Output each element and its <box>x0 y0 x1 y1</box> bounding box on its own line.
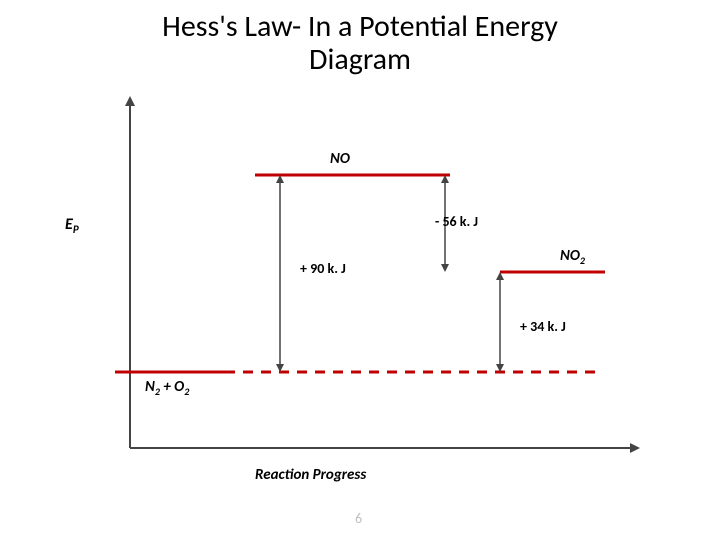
energy-diagram <box>0 0 720 540</box>
energy-label-plus34: + 34 k. J <box>520 318 566 335</box>
level-label-NO2: NO2 <box>560 247 585 267</box>
level-label-NO: NO <box>330 150 350 168</box>
level-label-reactants: N2 + O2 <box>145 378 189 398</box>
energy-label-minus56: - 56 k. J <box>435 213 478 230</box>
energy-label-plus90: + 90 k. J <box>300 260 346 277</box>
